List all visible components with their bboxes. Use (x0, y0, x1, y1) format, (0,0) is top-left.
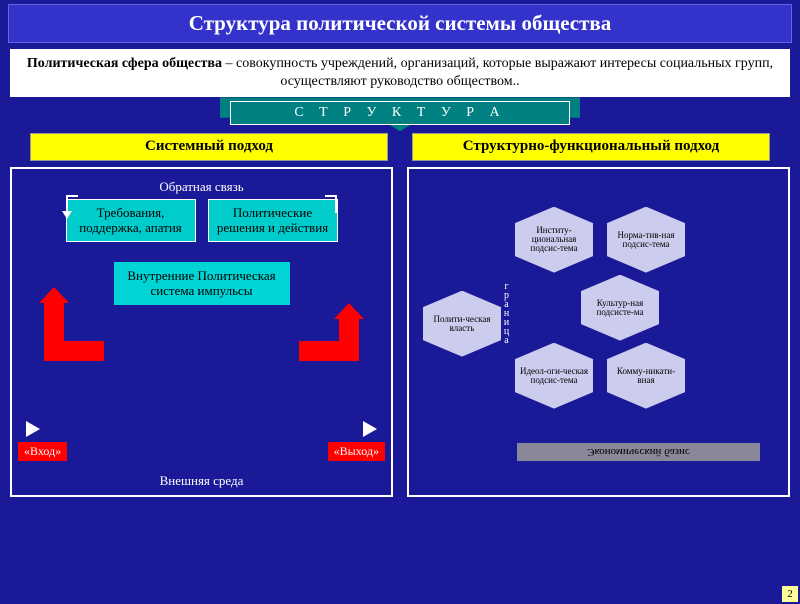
hex-ideological: Идеол-оги-ческая подсис-тема (515, 343, 593, 409)
hex-political-power: Полити-ческая власть (423, 291, 501, 357)
output-label: «Выход» (328, 442, 385, 461)
environment-label: Внешняя среда (12, 473, 391, 489)
hex-institutional: Институ-циональная подсис-тема (515, 207, 593, 273)
definition-text: – совокупность учреждений, организаций, … (222, 56, 773, 89)
panel-systemic: Обратная связь Требования, поддержка, ап… (10, 167, 393, 497)
hex-cultural: Культур-ная подсисте-ма (581, 275, 659, 341)
border-label: граница (501, 281, 512, 344)
arrow-in-icon (26, 421, 40, 437)
feedback-label: Обратная связь (20, 179, 383, 195)
definition-box: Политическая сфера общества – совокупнос… (10, 49, 790, 97)
approach-systemic: Системный подход (30, 133, 388, 160)
panel-structural: Полити-ческая власть граница Институ-цио… (407, 167, 790, 497)
panels-row: Обратная связь Требования, поддержка, ап… (10, 167, 790, 497)
approach-structural-functional: Структурно-функциональный подход (412, 133, 770, 160)
hex-normative: Норма-тив-ная подсис-тема (607, 207, 685, 273)
hex-diagram: Полити-ческая власть граница Институ-цио… (417, 179, 780, 487)
definition-term: Политическая сфера общества (27, 56, 222, 71)
box-demands: Требования, поддержка, апатия (66, 199, 196, 242)
input-label: «Вход» (18, 442, 67, 461)
approaches-row: Системный подход Структурно-функциональн… (30, 133, 770, 160)
feedback-arrow-right (325, 195, 337, 213)
box-internal-system: Внутренние Политическая система импульсы (114, 262, 290, 305)
feedback-arrow-left (66, 195, 78, 213)
structure-label-text: С Т Р У К Т У Р А (230, 101, 570, 125)
hex-communicative: Комму-никати-вная (607, 343, 685, 409)
box-decisions: Политические решения и действия (208, 199, 338, 242)
arrow-out-icon (363, 421, 377, 437)
structure-banner: С Т Р У К Т У Р А (230, 101, 570, 125)
economic-basis-label: Экономический базис (517, 443, 760, 461)
red-arrow-right (339, 317, 359, 361)
page-title: Структура политической системы общества (8, 4, 792, 43)
red-arrow-left (44, 301, 64, 361)
